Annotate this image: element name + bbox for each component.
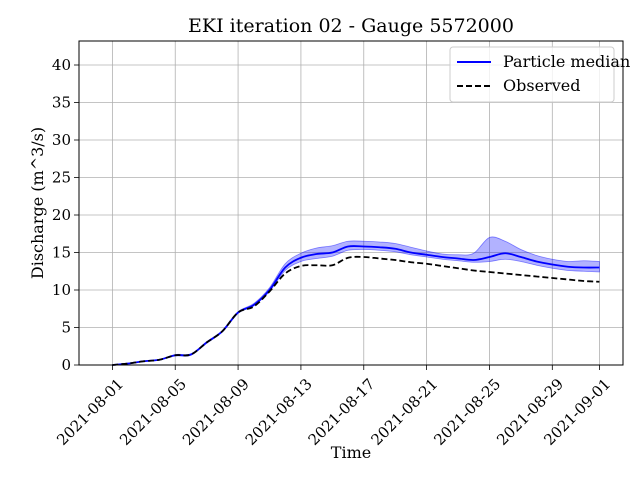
series-line-observed (112, 255, 600, 366)
y-tick-label: 15 (52, 244, 71, 262)
y-tick-label: 10 (52, 281, 71, 299)
y-tick-label: 40 (52, 56, 71, 74)
legend: Particle median Observed (449, 46, 630, 103)
legend-label-particle-median: Particle median (503, 52, 630, 71)
legend-box (449, 46, 615, 103)
y-tick-label: 25 (52, 169, 71, 187)
y-tick-label: 30 (52, 131, 71, 149)
legend-label-observed: Observed (503, 76, 580, 95)
y-axis-label: Discharge (m^3/s) (28, 127, 47, 279)
y-tick-label: 5 (61, 319, 71, 337)
y-tick-label: 20 (52, 206, 71, 224)
y-tick-label: 35 (52, 94, 71, 112)
x-axis-label: Time (331, 443, 371, 462)
y-tick-label: 0 (61, 356, 71, 374)
grid (79, 41, 623, 366)
series-lines (112, 245, 600, 366)
plot-frame (78, 40, 624, 366)
y-axis-ticks: 0 5 10 15 20 25 30 35 40 (52, 56, 79, 374)
chart-title: EKI iteration 02 - Gauge 5572000 (188, 15, 514, 37)
